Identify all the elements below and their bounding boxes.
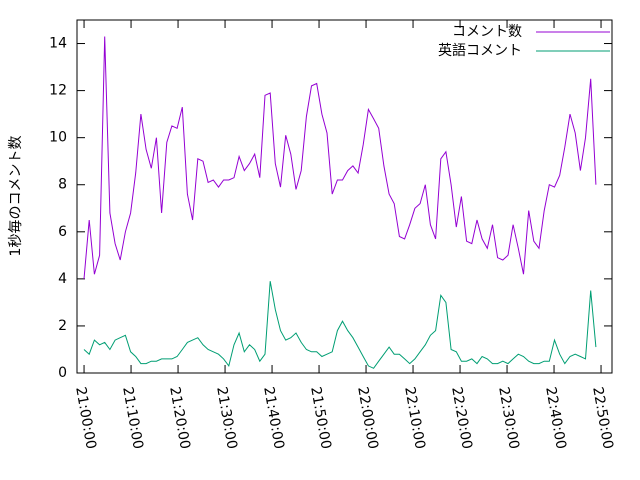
legend-label: 英語コメント [438,42,522,59]
x-tick-label: 22:00:00 [354,386,381,451]
x-tick-label: 22:30:00 [495,386,522,451]
x-tick-label: 21:30:00 [213,386,240,451]
y-tick-label: 12 [49,83,67,99]
series-line [83,281,597,369]
x-tick-label: 21:20:00 [166,386,193,451]
series-line [83,36,597,279]
x-tick-label: 22:10:00 [401,386,428,451]
x-tick-label: 21:10:00 [119,386,146,451]
x-tick-label: 21:00:00 [72,386,99,451]
y-tick-label: 4 [58,271,67,287]
x-tick-label: 21:50:00 [307,386,334,451]
y-tick-label: 14 [49,36,67,52]
x-tick-label: 22:50:00 [589,386,616,451]
y-tick-label: 8 [58,177,67,193]
y-tick-label: 6 [58,224,67,240]
y-tick-label: 0 [58,365,67,381]
x-tick-label: 22:40:00 [542,386,569,451]
x-tick-label: 21:40:00 [260,386,287,451]
y-tick-label: 10 [49,130,67,146]
y-tick-label: 2 [58,318,67,334]
x-tick-label: 22:20:00 [448,386,475,451]
y-axis-label: 1秒毎のコメント数 [8,136,24,257]
legend-label: コメント数 [452,24,522,40]
plot-border [76,19,613,374]
